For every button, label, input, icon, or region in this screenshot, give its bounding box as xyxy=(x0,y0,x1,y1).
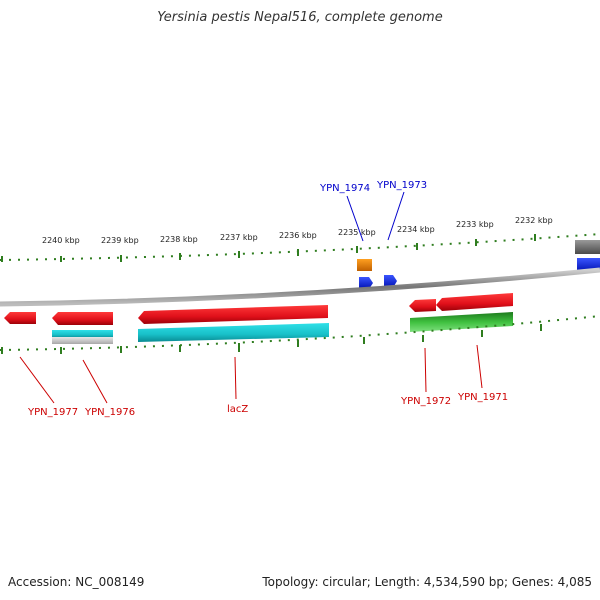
gene-labels: YPN_1974 YPN_1973 YPN_1977 YPN_1976 lacZ… xyxy=(27,180,508,418)
gene-ypn1971 xyxy=(436,293,513,311)
ruler-label: 2234 kbp xyxy=(397,225,435,234)
gene-label-ypn1977: YPN_1977 xyxy=(27,407,78,418)
genome-backbone xyxy=(0,267,600,307)
leader-lines xyxy=(19,191,483,404)
orange-feature xyxy=(357,259,372,271)
ruler-label: 2233 kbp xyxy=(456,220,494,229)
gene-label-ypn1973: YPN_1973 xyxy=(376,180,427,191)
ruler-label: 2237 kbp xyxy=(220,233,258,242)
ruler-label: 2232 kbp xyxy=(515,216,553,225)
gene-ypn1976 xyxy=(52,312,113,325)
cyan-feature-ypn1976 xyxy=(52,330,113,338)
gene-label-ypn1974: YPN_1974 xyxy=(319,183,370,194)
gene-ypn1977 xyxy=(4,312,36,324)
gene-label-ypn1976: YPN_1976 xyxy=(84,407,135,418)
cyan-feature-lacz xyxy=(138,323,329,342)
gene-label-ypn1972: YPN_1972 xyxy=(400,396,451,407)
ruler-label: 2240 kbp xyxy=(42,236,80,245)
ruler-label: 2238 kbp xyxy=(160,235,198,244)
upper-ruler-ticks xyxy=(1,234,536,262)
accession-text: Accession: NC_008149 xyxy=(8,575,145,589)
ruler-labels: 2240 kbp 2239 kbp 2238 kbp 2237 kbp 2236… xyxy=(42,216,553,245)
blue-feature-ypn1974 xyxy=(359,277,373,289)
green-feature xyxy=(410,312,513,332)
silver-feature-ypn1976 xyxy=(52,337,113,344)
gene-lacz xyxy=(138,305,328,324)
genome-info-text: Topology: circular; Length: 4,534,590 bp… xyxy=(262,575,592,589)
genome-title: Yersinia pestis Nepal516, complete genom… xyxy=(157,10,443,25)
ruler-label: 2236 kbp xyxy=(279,231,317,240)
ruler-label: 2239 kbp xyxy=(101,236,139,245)
lower-ruler-ticks xyxy=(1,324,542,354)
gene-ypn1972 xyxy=(409,299,436,312)
gray-feature-edge xyxy=(575,240,600,254)
ruler-label: 2235 kbp xyxy=(338,228,376,237)
blue-feature-ypn1973 xyxy=(384,275,397,288)
gene-label-lacz: lacZ xyxy=(227,404,248,415)
gene-label-ypn1971: YPN_1971 xyxy=(457,392,508,403)
